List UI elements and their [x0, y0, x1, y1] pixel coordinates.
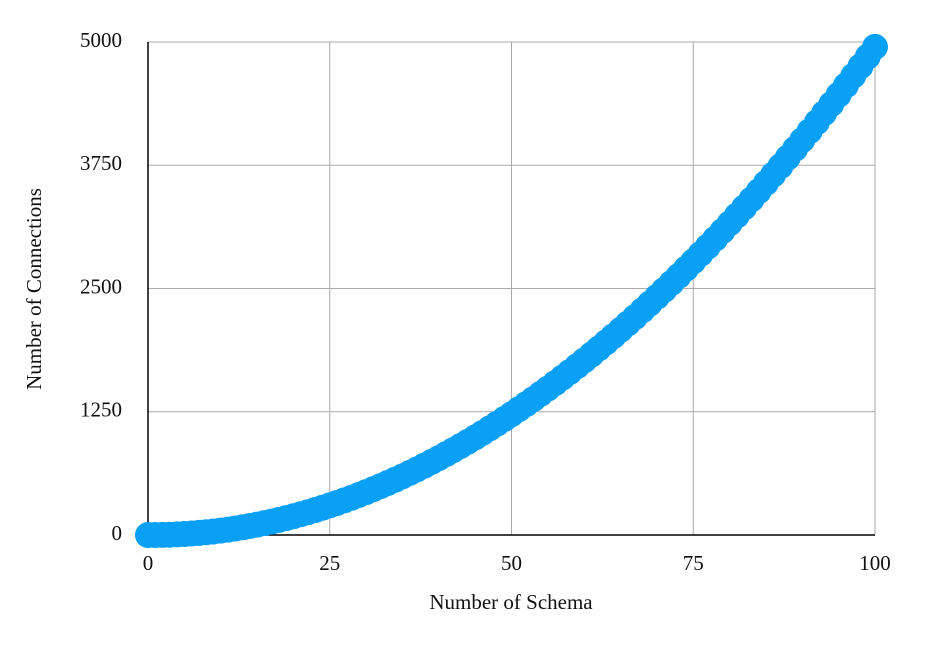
y-tick-label: 2500	[80, 274, 122, 298]
x-axis-label: Number of Schema	[429, 590, 593, 614]
y-tick-label: 5000	[80, 28, 122, 52]
y-tick-label: 3750	[80, 151, 122, 175]
x-tick-label: 25	[319, 551, 340, 575]
y-tick-label: 0	[112, 521, 123, 545]
y-axis-label: Number of Connections	[22, 188, 46, 390]
x-tick-label: 75	[683, 551, 704, 575]
x-tick-label: 100	[859, 551, 891, 575]
x-tick-label: 50	[501, 551, 522, 575]
x-tick-label: 0	[143, 551, 154, 575]
y-tick-label: 1250	[80, 398, 122, 422]
point	[862, 33, 888, 60]
